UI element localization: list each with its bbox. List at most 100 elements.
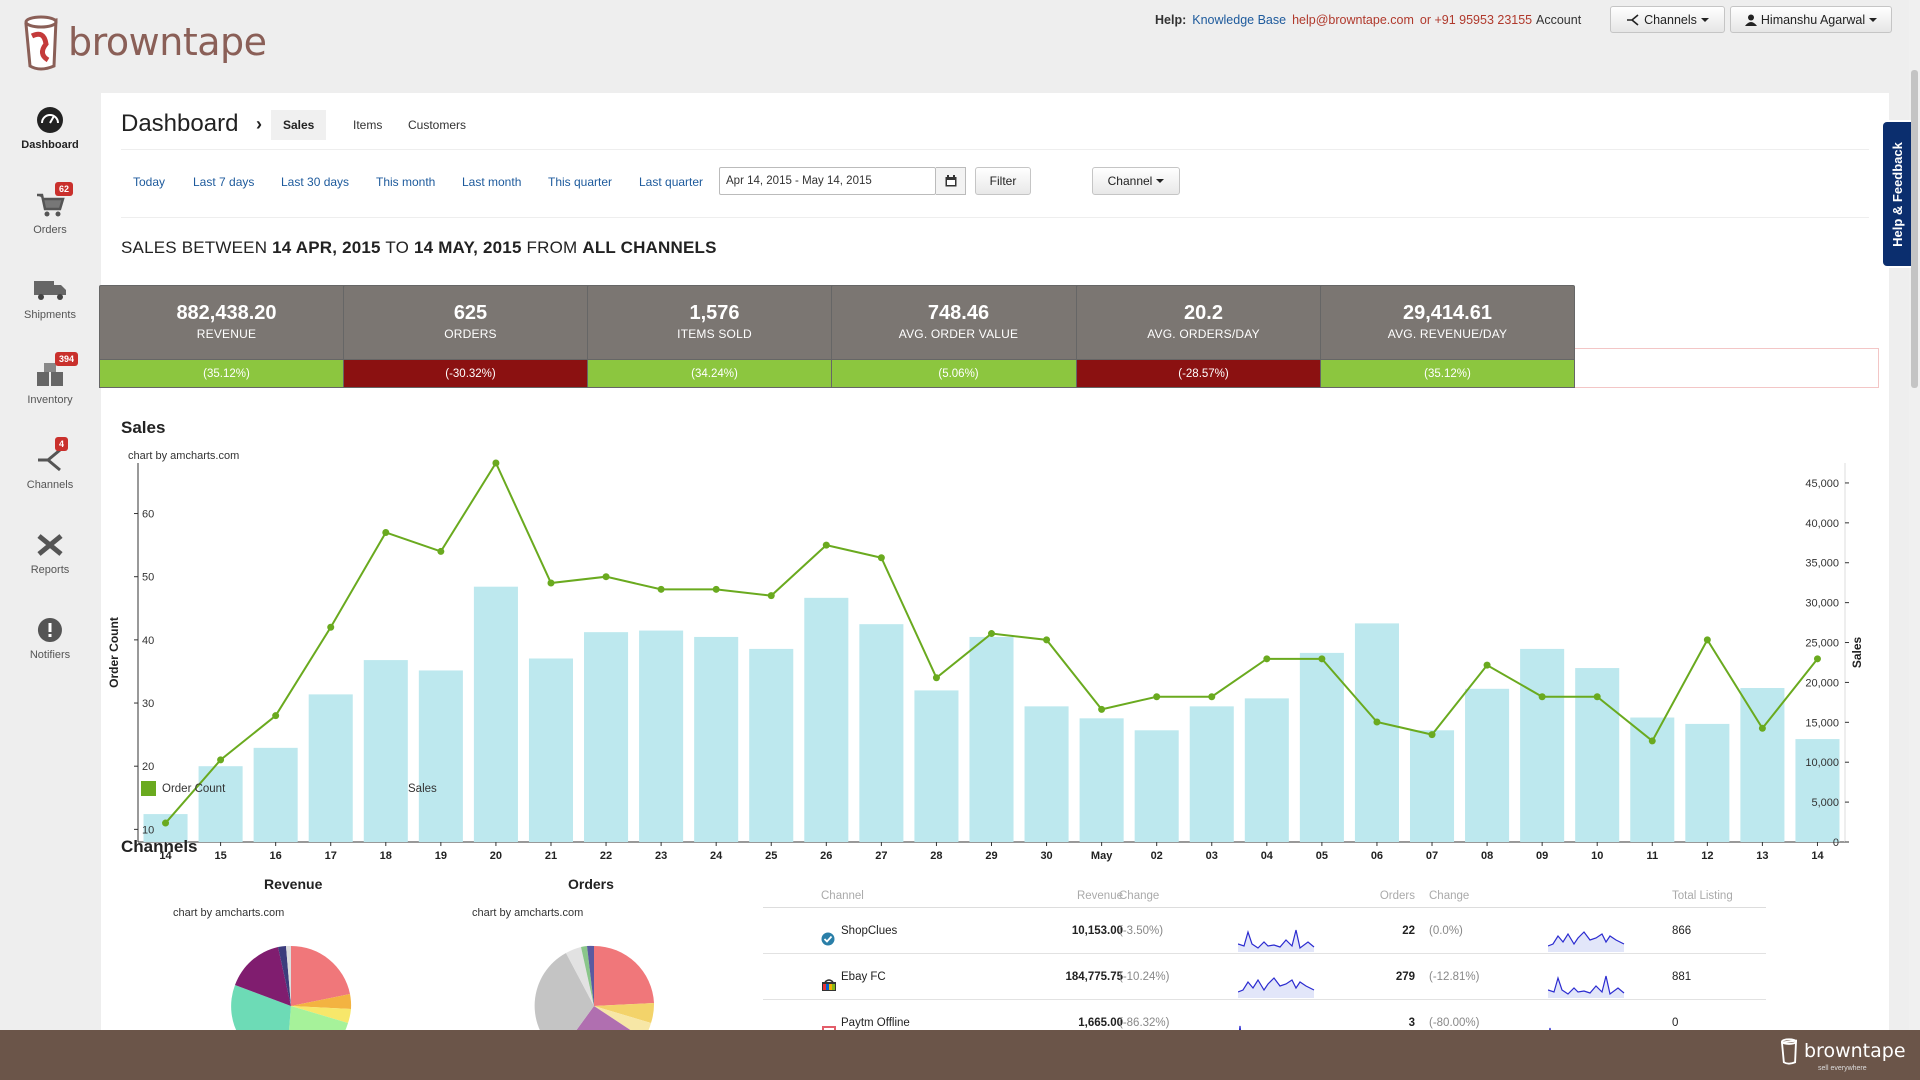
pie-slice[interactable] <box>594 945 654 1006</box>
order-count-point[interactable] <box>1153 693 1161 701</box>
order-count-point[interactable] <box>1538 693 1546 701</box>
sales-bar[interactable] <box>143 814 188 842</box>
sales-bar[interactable] <box>1740 688 1785 842</box>
sales-bar[interactable] <box>1189 706 1234 842</box>
sales-bar[interactable] <box>1024 706 1069 842</box>
order-count-point[interactable] <box>1043 636 1051 644</box>
sales-bar[interactable] <box>969 636 1014 842</box>
order-count-point[interactable] <box>1648 737 1656 745</box>
sales-bar[interactable] <box>1630 717 1675 842</box>
knowledge-base-link[interactable]: Knowledge Base <box>1192 13 1287 27</box>
pie-slice[interactable] <box>566 947 594 1006</box>
order-count-point[interactable] <box>767 592 775 600</box>
sales-bar[interactable] <box>1354 623 1399 842</box>
order-count-point[interactable] <box>272 712 280 720</box>
tab-items[interactable]: Items <box>353 118 383 132</box>
order-count-point[interactable] <box>162 819 170 827</box>
kpi-card-avg-revenue-day[interactable]: 29,414.61 AVG. REVENUE/DAY (35.12%) <box>1320 285 1575 390</box>
pie-slice[interactable] <box>581 946 594 1006</box>
order-count-point[interactable] <box>492 459 500 467</box>
order-count-point[interactable] <box>712 585 720 593</box>
kpi-card-avg-order-value[interactable]: 748.46 AVG. ORDER VALUE (5.06%) <box>831 285 1086 390</box>
kpi-card-orders[interactable]: 625 ORDERS (-30.32%) <box>343 285 598 390</box>
sales-bar[interactable] <box>1134 730 1179 842</box>
pie-slice[interactable] <box>286 945 291 1006</box>
order-count-point[interactable] <box>657 585 665 593</box>
order-count-point[interactable] <box>1483 661 1491 669</box>
order-count-point[interactable] <box>988 630 995 638</box>
order-count-point[interactable] <box>327 623 335 631</box>
sales-bar[interactable] <box>639 630 684 842</box>
order-count-point[interactable] <box>1263 655 1271 663</box>
range-last-month[interactable]: Last month <box>462 175 522 189</box>
order-count-point[interactable] <box>1703 636 1711 644</box>
sales-bar[interactable] <box>804 597 849 842</box>
sales-bar[interactable] <box>1520 648 1565 842</box>
order-count-point[interactable] <box>1593 693 1601 701</box>
sales-bar[interactable] <box>528 658 574 842</box>
order-count-point[interactable] <box>1318 655 1326 663</box>
sales-bar[interactable] <box>694 636 739 842</box>
channel-name-link[interactable]: ShopClues <box>841 925 898 937</box>
order-count-point[interactable] <box>1098 705 1106 713</box>
pie-slice[interactable] <box>278 946 291 1006</box>
sales-bar[interactable] <box>308 694 353 842</box>
sidebar-item-channels[interactable]: 4 Channels <box>0 435 100 520</box>
range-last-quarter[interactable]: Last quarter <box>639 175 704 189</box>
kpi-card-avg-orders-day[interactable]: 20.2 AVG. ORDERS/DAY (-28.57%) <box>1076 285 1331 390</box>
amcharts-credit[interactable]: chart by amcharts.com <box>472 907 584 919</box>
order-count-point[interactable] <box>822 541 830 549</box>
range-this-quarter[interactable]: This quarter <box>548 175 613 189</box>
tab-customers[interactable]: Customers <box>408 118 467 132</box>
order-count-point[interactable] <box>1813 655 1821 663</box>
order-count-point[interactable] <box>932 674 940 682</box>
table-row[interactable]: Ebay FC 184,775.75 (-10.24%) 279 (-12.81%) 88… <box>763 954 1766 1000</box>
sales-bar[interactable] <box>1079 718 1124 842</box>
sales-bar[interactable] <box>1409 730 1455 842</box>
sales-bar[interactable] <box>198 766 243 842</box>
sales-bar[interactable] <box>1465 688 1510 842</box>
order-count-point[interactable] <box>217 756 225 764</box>
amcharts-credit[interactable]: chart by amcharts.com <box>173 907 285 919</box>
user-menu-button[interactable]: Himanshu Agarwal <box>1730 6 1892 33</box>
browntape-logo[interactable]: browntape <box>18 10 267 74</box>
pie-slice[interactable] <box>587 945 594 1006</box>
legend-item-sales[interactable]: Sales <box>387 781 437 796</box>
order-count-point[interactable] <box>437 547 445 555</box>
calendar-button[interactable] <box>936 167 966 195</box>
order-count-point[interactable] <box>602 573 610 581</box>
pie-slice[interactable] <box>534 953 594 1051</box>
sales-bar[interactable] <box>914 690 959 842</box>
filter-button[interactable]: Filter <box>975 167 1031 195</box>
range-today[interactable]: Today <box>133 175 166 189</box>
sidebar-item-orders[interactable]: 62 Orders <box>0 180 100 265</box>
pie-slice[interactable] <box>291 945 350 1006</box>
channel-name-link[interactable]: Ebay FC <box>841 971 886 983</box>
sales-bar[interactable] <box>859 624 904 842</box>
order-count-point[interactable] <box>1373 718 1381 726</box>
range-last-30-days[interactable]: Last 30 days <box>281 175 350 189</box>
sales-bar[interactable] <box>584 632 629 842</box>
channel-name-link[interactable]: Paytm Offline <box>841 1017 910 1029</box>
account-link[interactable]: Account <box>1536 13 1582 27</box>
table-row[interactable]: ShopClues 10,153.00 (-3.50%) 22 (0.0%) 866 <box>763 908 1766 954</box>
sales-bar[interactable] <box>363 660 408 842</box>
kpi-card-revenue[interactable]: 882,438.20 REVENUE (35.12%) <box>99 285 354 390</box>
range-last-7-days[interactable]: Last 7 days <box>193 175 255 189</box>
sales-bar[interactable] <box>1685 723 1730 842</box>
pie-slice[interactable] <box>291 994 352 1009</box>
sales-bar[interactable] <box>1244 698 1289 842</box>
help-email-link[interactable]: help@browntape.com <box>1292 13 1414 27</box>
order-count-point[interactable] <box>1208 693 1216 701</box>
channel-dropdown-button[interactable]: Channel <box>1092 167 1180 195</box>
order-count-point[interactable] <box>382 528 390 536</box>
tab-sales[interactable]: Sales <box>271 110 327 140</box>
legend-item-order-count[interactable]: Order Count <box>141 781 225 796</box>
sidebar-item-notifiers[interactable]: Notifiers <box>0 605 100 690</box>
sales-bar[interactable] <box>473 586 518 842</box>
order-count-point[interactable] <box>1758 724 1766 732</box>
help-feedback-tab[interactable]: Help & Feedback <box>1881 120 1911 268</box>
date-range-input[interactable]: Apr 14, 2015 - May 14, 2015 <box>719 167 936 195</box>
order-count-point[interactable] <box>877 554 885 562</box>
pie-slice[interactable] <box>235 947 291 1006</box>
